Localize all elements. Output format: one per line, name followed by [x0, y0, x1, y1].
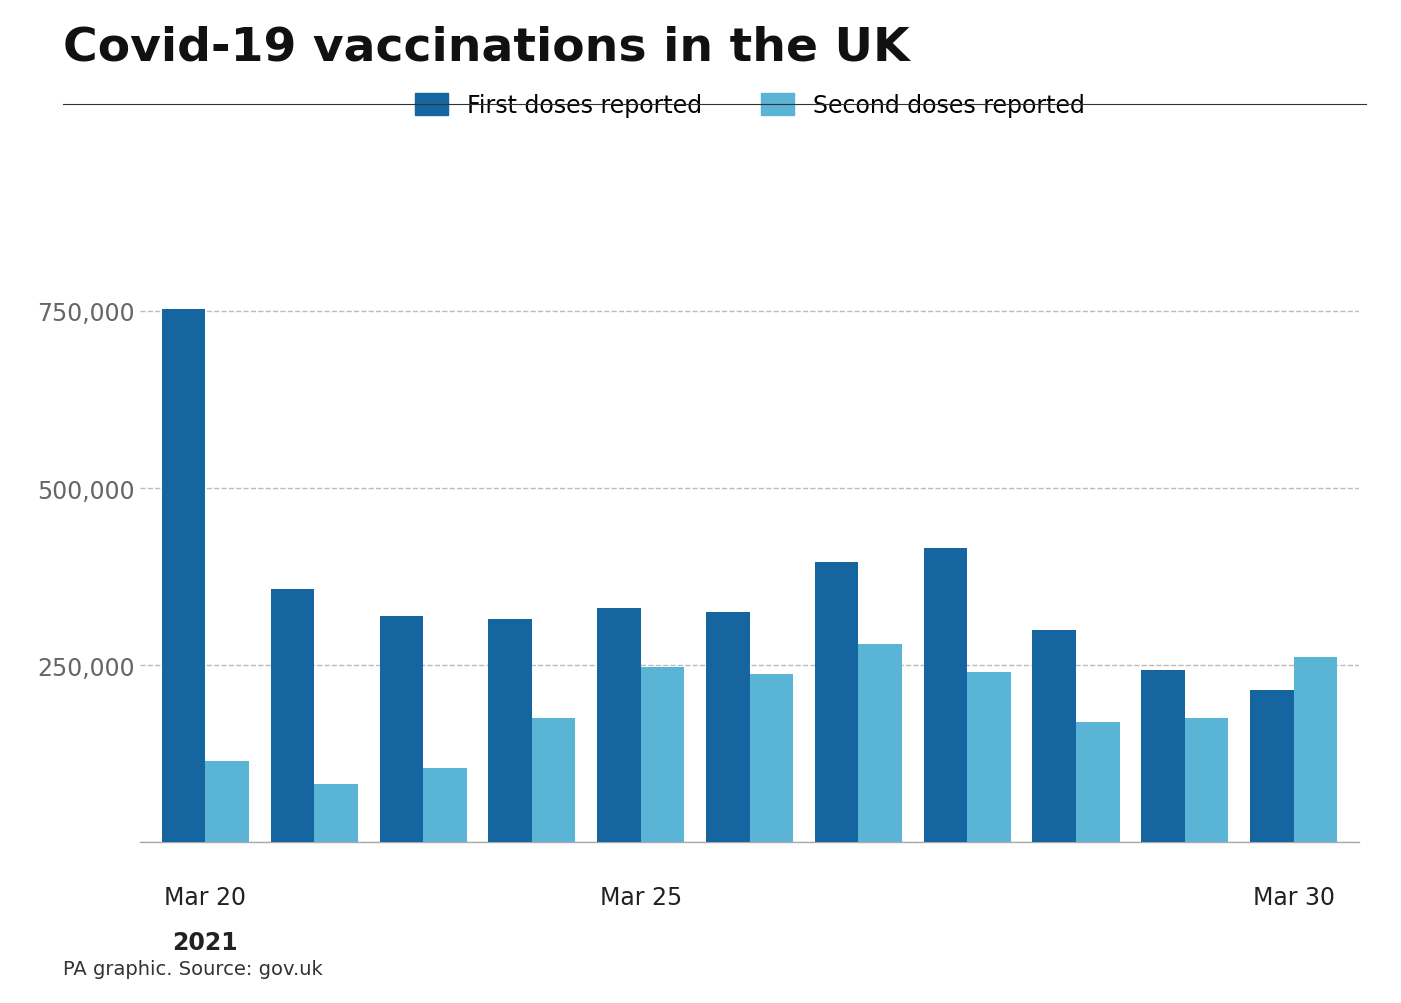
Text: Mar 30: Mar 30 — [1252, 885, 1335, 909]
Bar — [314, 784, 357, 843]
Text: Mar 20: Mar 20 — [164, 885, 247, 909]
Bar — [532, 718, 576, 843]
Text: PA graphic. Source: gov.uk: PA graphic. Source: gov.uk — [63, 959, 322, 978]
Bar — [489, 620, 532, 843]
Bar — [1033, 630, 1076, 843]
Bar — [1293, 657, 1337, 843]
Bar — [1076, 722, 1119, 843]
Bar — [163, 310, 206, 843]
Bar — [423, 768, 467, 843]
Bar — [270, 589, 314, 843]
Bar — [1185, 718, 1229, 843]
Bar — [597, 609, 640, 843]
Bar — [859, 644, 902, 843]
Legend: First doses reported, Second doses reported: First doses reported, Second doses repor… — [405, 84, 1094, 127]
Bar — [640, 668, 684, 843]
Bar — [206, 761, 249, 843]
Bar — [1142, 670, 1185, 843]
Text: Mar 25: Mar 25 — [600, 885, 682, 909]
Bar — [815, 563, 859, 843]
Bar — [1250, 690, 1293, 843]
Bar — [750, 675, 793, 843]
Bar — [967, 673, 1010, 843]
Bar — [706, 613, 750, 843]
Bar — [923, 549, 967, 843]
Text: Covid-19 vaccinations in the UK: Covid-19 vaccinations in the UK — [63, 25, 909, 70]
Text: 2021: 2021 — [172, 930, 238, 954]
Bar — [380, 616, 423, 843]
